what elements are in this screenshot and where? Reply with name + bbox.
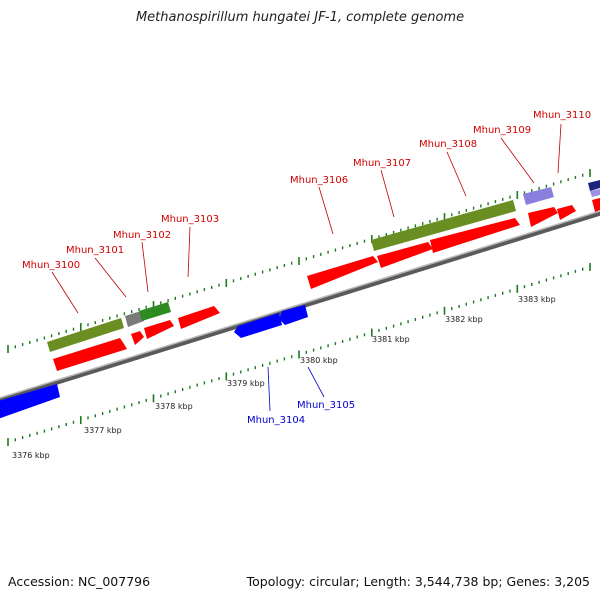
- genome-backbone-highlight: [0, 210, 600, 399]
- gene-arrow-mhun-3104[interactable]: [234, 313, 282, 338]
- kbp-label: 3378 kbp: [155, 402, 193, 411]
- gene-label: Mhun_3108: [419, 139, 477, 150]
- gene-arrow-edge-red[interactable]: [592, 198, 600, 212]
- gene-arrow-mhun-3105[interactable]: [279, 305, 308, 325]
- gene-label: Mhun_3101: [66, 245, 124, 256]
- kbp-label: 3380 kbp: [300, 356, 338, 365]
- label-leaders-blue: [267, 366, 325, 412]
- gene-label: Mhun_3104: [247, 415, 305, 426]
- kbp-label: 3376 kbp: [12, 451, 50, 460]
- kbp-label: 3381 kbp: [372, 335, 410, 344]
- lower-tick-row: [7, 263, 591, 446]
- feature-olive-2: [371, 200, 516, 251]
- gene-label: Mhun_3100: [22, 260, 80, 271]
- kbp-label: 3379 kbp: [227, 379, 265, 388]
- kbp-label: 3377 kbp: [84, 426, 122, 435]
- gene-arrow-blue-edge[interactable]: [0, 384, 60, 419]
- gene-label: Mhun_3109: [473, 125, 531, 136]
- feature-green-1: [139, 302, 171, 321]
- kbp-label: 3382 kbp: [445, 315, 483, 324]
- gene-arrow-mhun-3107[interactable]: [377, 242, 433, 268]
- genome-summary-text: Topology: circular; Length: 3,544,738 bp…: [246, 574, 590, 589]
- gene-arrow-mhun-3110[interactable]: [557, 205, 576, 220]
- feature-lavender-1: [523, 187, 554, 205]
- upper-tick-row: [7, 169, 591, 353]
- gene-label: Mhun_3105: [297, 400, 355, 411]
- map-title: Methanospirillum hungatei JF-1, complete…: [135, 10, 465, 25]
- accession-text: Accession: NC_007796: [8, 574, 151, 589]
- gene-label: Mhun_3102: [113, 230, 171, 241]
- kbp-labels: 3376 kbp 3377 kbp 3378 kbp 3379 kbp 3380…: [12, 295, 556, 460]
- gene-label: Mhun_3106: [290, 175, 348, 186]
- gene-arrow-edge-navy[interactable]: [588, 180, 600, 191]
- gene-arrow-mhun-3102[interactable]: [144, 320, 174, 339]
- gene-arrow-mhun-3106[interactable]: [307, 256, 378, 289]
- gene-label: Mhun_3110: [533, 110, 591, 121]
- gene-arrow-edge-lavender[interactable]: [590, 189, 600, 197]
- gene-arrow-mhun-3108[interactable]: [430, 218, 520, 253]
- gene-arrow-mhun-3103[interactable]: [178, 306, 220, 329]
- gene-label: Mhun_3103: [161, 214, 219, 225]
- gene-arrow-mhun-3100[interactable]: [53, 338, 127, 371]
- kbp-label: 3383 kbp: [518, 295, 556, 304]
- feature-track: [0, 180, 600, 419]
- feature-gray-1: [125, 311, 144, 327]
- gene-label: Mhun_3107: [353, 158, 411, 169]
- gene-arrow-mhun-3101[interactable]: [131, 331, 144, 345]
- gene-labels: Mhun_3100 Mhun_3101 Mhun_3102 Mhun_3103 …: [22, 110, 591, 426]
- feature-olive-1: [47, 318, 124, 352]
- gene-arrow-mhun-3109[interactable]: [528, 207, 558, 227]
- label-leaders-red: [51, 123, 562, 314]
